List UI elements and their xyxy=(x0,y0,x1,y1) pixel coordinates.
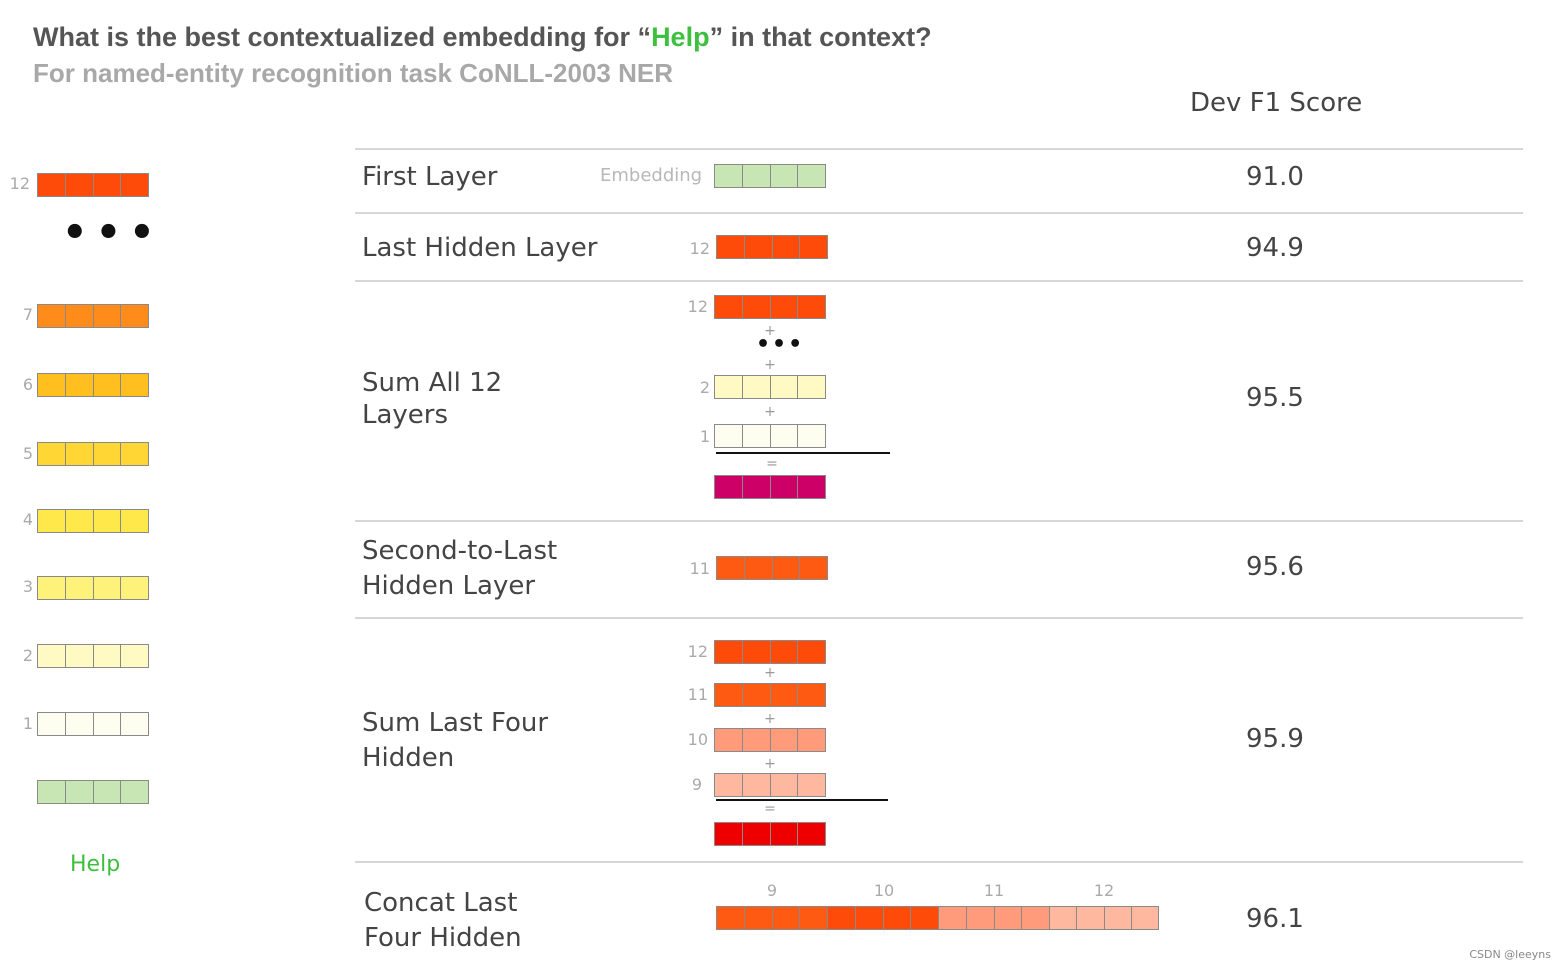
sumfour-result-vector xyxy=(714,822,826,846)
row-label-sum-last-four-line1: Sum Last Four xyxy=(362,708,549,738)
row-separator xyxy=(355,617,1523,619)
concat-number-11: 11 xyxy=(983,881,1005,900)
plus-sign: + xyxy=(764,404,776,420)
stack-label-2: 2 xyxy=(22,646,33,665)
sumall-layer-1-vector xyxy=(714,424,826,448)
stack-embedding-vector xyxy=(37,780,149,804)
plus-sign: + xyxy=(764,756,776,772)
sumfour-layer-10-vector xyxy=(714,728,826,752)
stack-layer-4-vector xyxy=(37,509,149,533)
stack-layer-7-vector xyxy=(37,304,149,328)
sumfour-layer-9-vector xyxy=(714,773,826,797)
stack-label-12: 12 xyxy=(9,174,30,193)
concat-block-3-vector xyxy=(938,906,1050,930)
concat-block-2-vector xyxy=(827,906,939,930)
stack-label-7: 7 xyxy=(22,305,33,324)
first-layer-vector xyxy=(714,164,826,188)
embedding-tag: Embedding xyxy=(600,165,703,186)
equals-sign: = xyxy=(766,456,778,472)
title-highlight-word: Help xyxy=(651,22,710,52)
row-label-second-to-last-line1: Second-to-Last xyxy=(362,536,558,566)
score-concat-last-four: 96.1 xyxy=(1246,904,1304,934)
concat-number-12: 12 xyxy=(1093,881,1115,900)
sumall-layer-12-vector xyxy=(714,295,826,319)
sumall-number-2: 2 xyxy=(699,378,710,397)
stack-layer-5-vector xyxy=(37,442,149,466)
stack-label-4: 4 xyxy=(22,510,33,529)
score-second-to-last: 95.6 xyxy=(1246,552,1304,582)
row-label-concat-line1: Concat Last xyxy=(364,888,518,918)
score-column-header: Dev F1 Score xyxy=(1190,88,1363,118)
plus-sign: + xyxy=(764,711,776,727)
sum-rule xyxy=(716,452,890,454)
sumall-result-vector xyxy=(714,475,826,499)
sumfour-number-9: 9 xyxy=(691,775,702,794)
score-sum-last-four: 95.9 xyxy=(1246,724,1304,754)
table-top-rule xyxy=(355,148,1523,150)
plus-sign: + xyxy=(764,323,776,339)
page-subtitle: For named-entity recognition task CoNLL-… xyxy=(33,58,673,88)
second-to-last-vector xyxy=(716,556,828,580)
plus-sign: + xyxy=(764,665,776,681)
row-label-sum-last-four-line2: Hidden xyxy=(362,743,455,773)
sum-rule xyxy=(716,799,888,801)
stack-layer-1-vector xyxy=(37,712,149,736)
score-sum-all-12: 95.5 xyxy=(1246,383,1304,413)
last-layer-vector xyxy=(716,235,828,259)
stack-label-3: 3 xyxy=(22,577,33,596)
row-separator xyxy=(355,520,1523,522)
stack-layer-6-vector xyxy=(37,373,149,397)
score-first-layer: 91.0 xyxy=(1246,162,1304,192)
concat-block-1-vector xyxy=(716,906,828,930)
row-label-sum-all-12-line1: Sum All 12 xyxy=(362,368,503,398)
row-label-sum-all-12-line2: Layers xyxy=(362,400,449,430)
sumfour-layer-11-vector xyxy=(714,683,826,707)
stack-layer-12-vector xyxy=(37,173,149,197)
sumall-ellipsis: ••• xyxy=(756,332,805,357)
sumfour-number-10: 10 xyxy=(687,730,708,749)
second-layer-number: 11 xyxy=(689,559,710,578)
sumall-number-1: 1 xyxy=(699,427,710,446)
sumall-number-12: 12 xyxy=(687,297,708,316)
sumfour-number-12: 12 xyxy=(687,642,708,661)
stack-layer-2-vector xyxy=(37,644,149,668)
row-separator xyxy=(355,280,1523,282)
concat-number-9: 9 xyxy=(766,881,778,900)
sumfour-number-11: 11 xyxy=(687,685,708,704)
concat-number-10: 10 xyxy=(873,881,895,900)
score-last-hidden-layer: 94.9 xyxy=(1246,233,1304,263)
equals-sign: = xyxy=(764,801,776,817)
row-separator xyxy=(355,861,1523,863)
stack-ellipsis: ••• xyxy=(62,210,163,256)
sumfour-layer-12-vector xyxy=(714,640,826,664)
stack-label-5: 5 xyxy=(22,444,33,463)
stack-label-1: 1 xyxy=(22,714,33,733)
stack-layer-3-vector xyxy=(37,576,149,600)
row-label-second-to-last-line2: Hidden Layer xyxy=(362,571,536,601)
sumall-layer-2-vector xyxy=(714,375,826,399)
row-label-concat-line2: Four Hidden xyxy=(364,923,522,953)
row-label-first-layer: First Layer xyxy=(362,162,498,192)
stack-label-6: 6 xyxy=(22,375,33,394)
row-separator xyxy=(355,212,1523,214)
plus-sign: + xyxy=(764,357,776,373)
page-title: What is the best contextualized embeddin… xyxy=(33,22,932,52)
concat-block-4-vector xyxy=(1049,906,1159,930)
input-word-label: Help xyxy=(70,852,121,877)
last-layer-number: 12 xyxy=(689,239,710,258)
watermark: CSDN @leeyns xyxy=(1469,948,1551,961)
row-label-last-hidden-layer: Last Hidden Layer xyxy=(362,233,598,263)
